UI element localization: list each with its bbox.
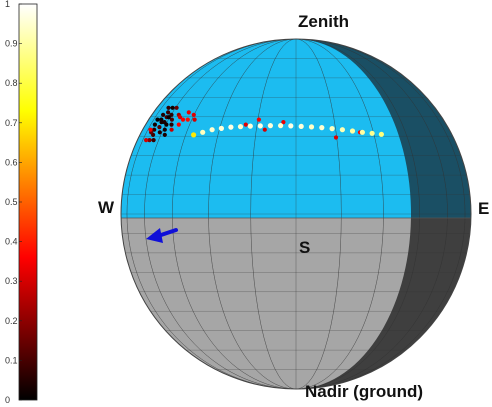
label-zenith: Zenith — [298, 12, 349, 31]
data-point — [262, 127, 267, 132]
data-point — [267, 123, 273, 129]
data-point — [257, 123, 263, 129]
data-point — [192, 117, 197, 122]
observer-arrow-icon — [146, 228, 178, 243]
data-point — [319, 125, 325, 131]
grid-longitude-line — [144, 39, 297, 389]
colorbar-tick-label: 0.8 — [5, 78, 18, 88]
grid-longitude-line — [208, 39, 297, 389]
data-point — [339, 127, 345, 133]
colorbar-tick-label: 0.6 — [5, 157, 18, 167]
colorbar-tick-label: 0.2 — [5, 316, 18, 326]
data-point — [359, 129, 365, 135]
label-east: E — [478, 199, 489, 218]
colorbar-tick-label: 0.5 — [5, 197, 18, 207]
colorbar-tick-label: 0.3 — [5, 276, 18, 286]
grid-longitude-line — [295, 39, 384, 389]
data-point — [164, 122, 169, 127]
data-point — [281, 120, 286, 125]
data-point — [169, 127, 174, 132]
data-point — [169, 112, 174, 117]
data-point — [209, 127, 215, 133]
colorbar-ticks: 0 0.1 0.2 0.3 0.4 0.5 0.6 0.7 0.8 0.9 1 — [5, 0, 22, 405]
sphere-outline — [120, 38, 472, 390]
colorbar-tick-label: 0.4 — [5, 237, 18, 247]
colorbar-tick-label: 0 — [5, 395, 10, 405]
data-point — [166, 115, 171, 120]
data-point — [243, 122, 248, 127]
data-point — [378, 131, 384, 137]
grid-longitude-line — [295, 39, 420, 389]
data-point — [191, 132, 197, 138]
data-point — [152, 122, 157, 127]
data-point — [308, 124, 315, 130]
data-point — [185, 117, 190, 122]
data-point — [333, 135, 339, 140]
grid-longitude-line — [126, 39, 297, 389]
data-point — [166, 105, 171, 110]
data-point — [218, 125, 224, 131]
data-point — [349, 128, 356, 134]
data-point — [151, 138, 156, 143]
data-point — [170, 105, 175, 110]
data-point — [161, 112, 166, 117]
data-point — [148, 127, 153, 132]
grid-longitude-line — [295, 39, 466, 389]
data-point — [152, 127, 157, 132]
grid-longitude-line — [172, 39, 297, 389]
data-point — [200, 129, 206, 135]
data-point — [157, 125, 162, 130]
colorbar-tick-label: 0.7 — [5, 118, 18, 128]
data-point — [329, 126, 335, 132]
data-point — [177, 115, 183, 120]
data-point — [144, 138, 149, 143]
data-point — [228, 124, 234, 130]
data-point — [369, 130, 375, 136]
data-point — [278, 123, 284, 129]
data-point — [157, 130, 162, 135]
grid-longitude-line — [295, 39, 342, 389]
data-point — [256, 117, 261, 122]
data-point — [298, 123, 304, 129]
data-point — [166, 110, 171, 115]
data-points — [144, 105, 384, 143]
data-point — [237, 124, 244, 130]
data-point — [186, 110, 191, 115]
label-nadir: Nadir (ground) — [305, 382, 423, 401]
data-point — [147, 138, 152, 143]
data-point — [169, 122, 174, 127]
data-point — [180, 117, 186, 122]
sphere — [120, 38, 472, 390]
grid-longitude-line — [250, 39, 297, 389]
data-point — [247, 123, 253, 129]
data-point — [169, 117, 174, 122]
data-point — [191, 112, 196, 117]
sphere-grid — [121, 39, 471, 389]
colorbar: 0 0.1 0.2 0.3 0.4 0.5 0.6 0.7 0.8 0.9 1 — [5, 0, 38, 405]
colorbar-tick-label: 0.9 — [5, 39, 18, 49]
data-point — [162, 127, 167, 132]
data-point — [159, 120, 164, 125]
label-west: W — [98, 198, 115, 217]
label-south: S — [299, 238, 310, 257]
ground-shadow — [296, 218, 471, 389]
colorbar-tick-label: 0.1 — [5, 355, 18, 365]
data-point — [288, 123, 294, 129]
grid-longitude-line — [295, 39, 448, 389]
data-point — [155, 117, 160, 122]
sky-shadow — [296, 39, 471, 218]
data-point — [174, 105, 179, 110]
data-point — [176, 122, 181, 127]
colorbar-tick-label: 1 — [5, 0, 10, 9]
data-point — [162, 132, 167, 137]
